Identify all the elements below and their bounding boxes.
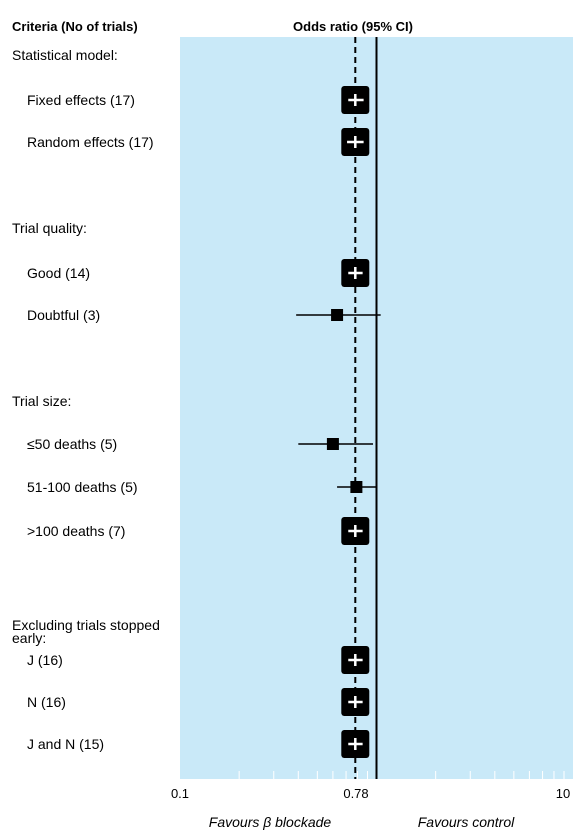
row-random-effects-17-label: Random effects (17) [27,134,154,150]
row-good-14-label: Good (14) [27,265,90,281]
x-tick-label-0.78: 0.78 [343,786,368,801]
favours-beta-blockade-label: Favours β blockade [209,814,332,830]
row-statistical-model-label: Statistical model: [12,47,118,63]
row-doubtful-3-estimate-marker [331,309,344,321]
row-statistical-model: Statistical model: [12,47,118,63]
row-50-deaths-5: ≤50 deaths (5) [27,436,374,452]
row-random-effects-17: Random effects (17) [27,128,370,156]
row-j-16-label: J (16) [27,652,63,668]
x-tick-label-10: 10 [556,786,570,801]
row-fixed-effects-17: Fixed effects (17) [27,86,370,114]
row-51-100-deaths-5: 51-100 deaths (5) [27,479,376,495]
row-good-14: Good (14) [27,259,370,287]
favours-control-label: Favours control [418,814,515,830]
row-j-and-n-15-label: J and N (15) [27,736,104,752]
row-j-16: J (16) [27,646,370,674]
row-n-16-label: N (16) [27,694,66,710]
row-100-deaths-7-label: >100 deaths (7) [27,523,125,539]
row-j-and-n-15: J and N (15) [27,730,370,758]
row-51-100-deaths-5-label: 51-100 deaths (5) [27,479,138,495]
forest-rows: Statistical model: Fixed effects (17) Rand… [12,47,381,758]
row-doubtful-3-label: Doubtful (3) [27,307,100,323]
row-n-16: N (16) [27,688,370,716]
row-50-deaths-5-label: ≤50 deaths (5) [27,436,117,452]
row-trial-size: Trial size: [12,393,71,409]
row-trial-size-label: Trial size: [12,393,71,409]
row-50-deaths-5-estimate-marker [326,438,339,450]
row-excluding-trials-stopped-early-label: Excluding trials stopped [12,617,160,633]
criteria-column-header: Criteria (No of trials) [12,19,138,34]
odds-ratio-column-header: Odds ratio (95% CI) [293,19,413,34]
x-tick-label-0.1: 0.1 [171,786,189,801]
row-51-100-deaths-5-estimate-marker [350,481,363,493]
x-axis-minor-ticks [238,771,565,779]
row-100-deaths-7: >100 deaths (7) [27,517,370,545]
row-fixed-effects-17-label: Fixed effects (17) [27,92,135,108]
row-excluding-trials-stopped-early-label-cont: early: [12,630,46,646]
row-trial-quality: Trial quality: [12,220,87,236]
row-trial-quality-label: Trial quality: [12,220,87,236]
row-doubtful-3: Doubtful (3) [27,307,381,323]
